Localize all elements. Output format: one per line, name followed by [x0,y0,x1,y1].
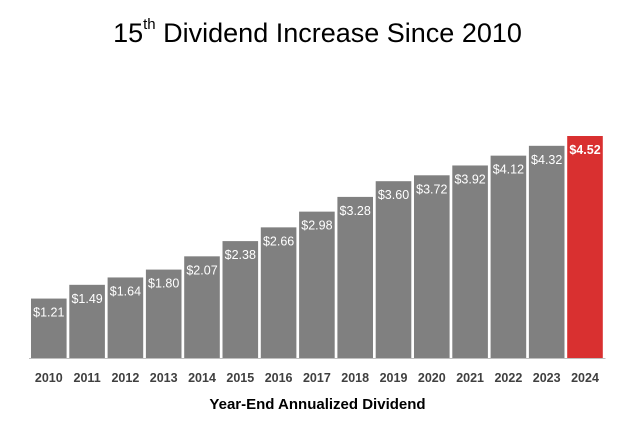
x-tick-2022: 2022 [494,371,522,385]
data-label-2022: $4.12 [493,163,524,177]
x-tick-2015: 2015 [226,371,254,385]
x-tick-2017: 2017 [303,371,331,385]
bar-2014 [184,256,220,358]
data-label-2017: $2.98 [301,219,332,233]
bar-2020 [414,175,450,358]
bar-2022 [490,155,527,358]
x-tick-2021: 2021 [456,371,484,385]
x-tick-2010: 2010 [35,371,63,385]
x-tick-2019: 2019 [380,371,408,385]
x-tick-2012: 2012 [111,371,139,385]
data-label-2014: $2.07 [186,263,217,277]
x-tick-2018: 2018 [341,371,369,385]
data-label-2011: $1.49 [71,292,102,306]
data-label-2019: $3.60 [378,188,409,202]
bar-2015 [222,241,259,358]
data-label-2020: $3.72 [416,182,447,196]
bar-2018 [337,196,373,358]
x-tick-2023: 2023 [533,371,561,385]
data-label-2024: $4.52 [569,143,600,157]
bar-2019 [375,181,412,358]
title-superscript: th [143,16,156,33]
data-label-2023: $4.32 [531,153,562,167]
bar-2024 [567,136,603,358]
data-label-2018: $3.28 [340,204,371,218]
title-suffix: Dividend Increase Since 2010 [155,18,522,48]
bar-2013 [145,269,182,358]
data-label-2021: $3.92 [454,172,485,186]
bar-2011 [69,284,105,358]
data-label-2015: $2.38 [225,248,256,262]
x-tick-2024: 2024 [571,371,599,385]
bar-2021 [452,165,488,358]
x-tick-2020: 2020 [418,371,446,385]
bar-2017 [299,211,335,358]
bar-2012 [107,277,144,358]
bar-2023 [528,145,565,358]
x-tick-2013: 2013 [150,371,178,385]
bar-2010 [31,298,67,358]
bar-2016 [260,227,297,358]
x-tick-2011: 2011 [74,371,101,385]
data-label-2016: $2.66 [263,234,294,248]
chart-title: 15th Dividend Increase Since 2010 [0,16,635,49]
data-label-2012: $1.64 [110,284,141,298]
x-tick-2014: 2014 [188,371,216,385]
data-label-2013: $1.80 [148,277,179,291]
x-tick-2016: 2016 [265,371,293,385]
x-axis-label: Year-End Annualized Dividend [209,396,426,413]
data-label-2010: $1.21 [33,306,64,320]
title-prefix: 15 [113,18,144,48]
